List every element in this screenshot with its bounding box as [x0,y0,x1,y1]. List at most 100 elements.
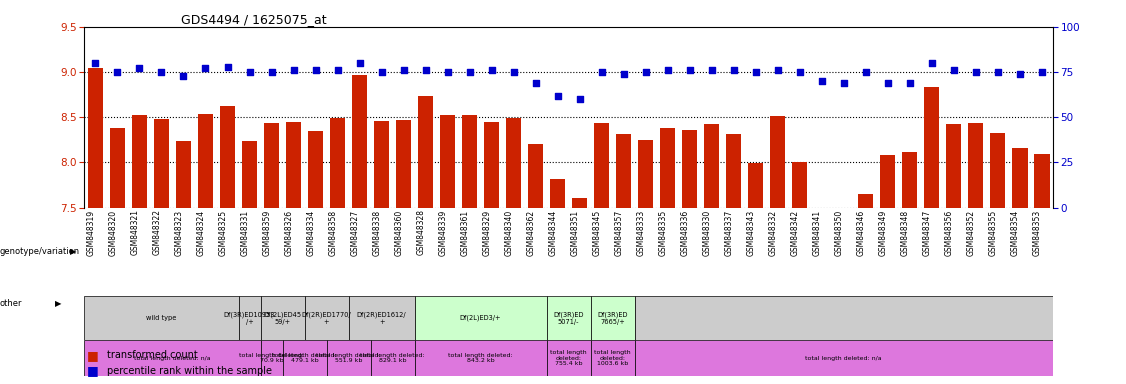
Text: transformed count: transformed count [107,350,198,360]
Text: GSM848336: GSM848336 [681,209,690,256]
Point [152,69,170,75]
Text: GSM848350: GSM848350 [834,209,843,256]
Bar [660,128,676,208]
Point [592,69,610,75]
Bar [635,340,1053,376]
Point [131,65,149,71]
Text: total length deleted:
70.9 kb: total length deleted: 70.9 kb [239,353,304,363]
Bar [770,116,786,208]
Text: total length deleted:
551.9 kb: total length deleted: 551.9 kb [316,353,381,363]
Bar [546,340,591,376]
Bar [239,296,260,340]
Point [417,67,435,73]
Text: GSM848333: GSM848333 [636,209,645,256]
Bar [858,194,874,208]
Bar [946,124,962,208]
Point [571,96,589,102]
Bar [814,208,830,234]
Text: GSM848338: GSM848338 [373,209,382,255]
Point [394,67,412,73]
Point [329,67,347,73]
Text: Df(2L)ED45
59/+: Df(2L)ED45 59/+ [263,311,302,324]
Point [461,69,479,75]
Bar [260,296,304,340]
Text: GSM848361: GSM848361 [461,209,470,255]
Point [790,69,808,75]
Text: GSM848351: GSM848351 [571,209,580,255]
Bar [242,141,257,208]
Bar [1012,148,1028,208]
Point [527,80,545,86]
Text: GSM848356: GSM848356 [945,209,954,256]
Point [504,69,522,75]
Bar [792,162,807,208]
Text: GSM848359: GSM848359 [262,209,271,256]
Text: ■: ■ [87,349,98,362]
Text: GSM848331: GSM848331 [241,209,250,255]
Bar [549,179,565,208]
Bar [638,140,653,208]
Bar [635,296,1053,340]
Text: total length deleted:
479.1 kb: total length deleted: 479.1 kb [272,353,337,363]
Point [548,93,566,99]
Text: Df(2R)ED1770/
+: Df(2R)ED1770/ + [302,311,351,324]
Bar [572,198,588,208]
Point [923,60,941,66]
Bar [327,340,370,376]
Text: GSM848357: GSM848357 [615,209,624,256]
Bar [990,132,1006,208]
Point [659,67,677,73]
Bar [484,122,499,208]
Bar [593,122,609,208]
Text: genotype/variation: genotype/variation [0,247,80,256]
Text: GSM848344: GSM848344 [548,209,557,256]
Point [108,69,126,75]
Bar [462,116,477,208]
Text: total length deleted:
843.2 kb: total length deleted: 843.2 kb [448,353,513,363]
Text: GSM848324: GSM848324 [197,209,206,255]
Point [769,67,787,73]
Point [373,69,391,75]
Text: GSM848353: GSM848353 [1033,209,1042,256]
Text: total length deleted: n/a: total length deleted: n/a [805,356,882,361]
Text: GSM848320: GSM848320 [108,209,117,255]
Bar [546,296,591,340]
Text: total length
deleted:
1003.6 kb: total length deleted: 1003.6 kb [595,350,631,366]
Bar [374,121,390,208]
Text: Df(2R)ED1612/
+: Df(2R)ED1612/ + [357,311,406,324]
Point [725,67,743,73]
Text: GSM848326: GSM848326 [285,209,294,255]
Bar [440,116,455,208]
Bar [835,208,851,237]
Text: GSM848319: GSM848319 [87,209,96,255]
Text: GSM848330: GSM848330 [703,209,712,256]
Point [306,67,324,73]
Point [901,80,919,86]
Point [1011,71,1029,77]
Point [989,69,1007,75]
Bar [220,106,235,208]
Bar [84,340,260,376]
Bar [349,296,414,340]
Text: GSM848341: GSM848341 [813,209,822,255]
Text: GSM848358: GSM848358 [329,209,338,255]
Bar [1034,154,1049,208]
Text: GSM848346: GSM848346 [857,209,866,256]
Bar [902,152,918,208]
Point [1033,69,1051,75]
Point [747,69,765,75]
Point [439,69,457,75]
Bar [506,118,521,208]
Point [945,67,963,73]
Point [175,73,193,79]
Bar [924,86,939,208]
Bar [682,130,697,208]
Text: GSM848335: GSM848335 [659,209,668,256]
Point [350,60,368,66]
Text: GSM848348: GSM848348 [901,209,910,255]
Text: GSM848340: GSM848340 [504,209,513,256]
Text: GSM848342: GSM848342 [790,209,799,255]
Text: ■: ■ [87,364,98,377]
Text: GSM848329: GSM848329 [483,209,492,255]
Text: Df(3R)ED10953
/+: Df(3R)ED10953 /+ [224,311,275,324]
